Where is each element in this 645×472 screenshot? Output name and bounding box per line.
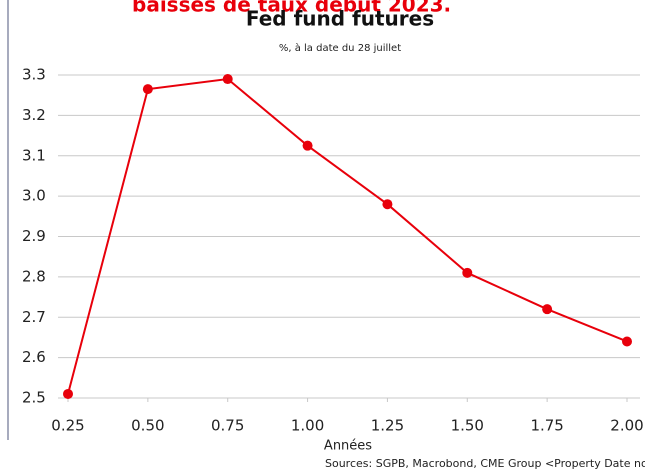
y-tick-label: 3.0 [22, 187, 46, 205]
x-tick-label: 1.50 [451, 417, 484, 435]
y-tick-label: 2.8 [22, 267, 46, 285]
point [462, 267, 473, 278]
point [142, 84, 153, 95]
heading: baisses de taux début 2023. [132, 0, 451, 17]
source: Sources: SGPB, Macrobond, CME Group <Pro… [325, 457, 645, 470]
y-tick-label: 2.7 [22, 308, 46, 326]
y-tick-label: 2.9 [22, 227, 46, 245]
point [382, 199, 393, 210]
point [302, 140, 313, 151]
chart-title: Fed fund futures [246, 7, 434, 31]
x-tick-label: 0.75 [211, 417, 244, 435]
x-tick-label: 2.00 [610, 417, 643, 435]
y-tick-label: 2.6 [22, 348, 46, 366]
point [542, 304, 553, 315]
chart-subtitle: %, à la date du 28 juillet [279, 42, 401, 54]
point [622, 336, 632, 347]
x-tick-label: 1.75 [530, 417, 563, 435]
point [222, 74, 233, 85]
point [63, 388, 73, 399]
y-tick-label: 3.3 [22, 66, 46, 84]
x-tick-label: 1.25 [371, 417, 404, 435]
line [67, 77, 628, 395]
x-tick-label: 1.00 [291, 417, 324, 435]
x-axis-label: Années [324, 439, 372, 454]
x-tick-label: 0.25 [51, 417, 84, 435]
y-tick-label: 3.1 [22, 146, 46, 164]
y-tick-label: 2.5 [22, 389, 46, 407]
y-tick-label: 3.2 [22, 106, 46, 124]
x-tick-label: 0.50 [131, 417, 164, 435]
